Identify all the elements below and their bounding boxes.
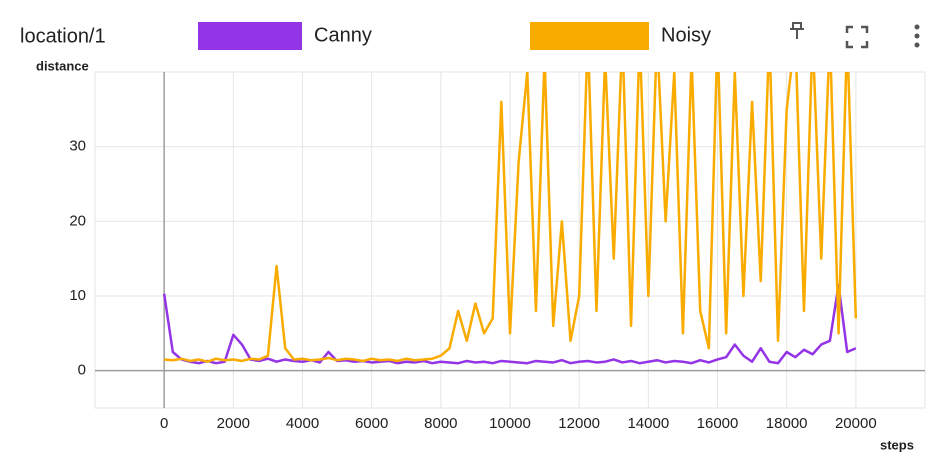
chart-title: location/1: [20, 25, 106, 47]
x-tick-label: 2000: [217, 415, 250, 432]
more-button[interactable]: [914, 24, 920, 48]
y-tick-label: 0: [78, 362, 86, 379]
y-tick-label: 10: [69, 287, 86, 304]
dot: [914, 24, 920, 30]
fullscreen-icon: [845, 25, 869, 49]
series-line: [164, 72, 858, 363]
series-line: [162, 283, 857, 365]
dot: [914, 33, 920, 39]
x-axis-label: steps: [880, 437, 914, 452]
plot-area: [162, 72, 858, 365]
pin-button[interactable]: [790, 22, 804, 39]
x-tick-label: 4000: [286, 415, 319, 432]
x-tick-label: 6000: [355, 415, 388, 432]
x-tick-label: 10000: [489, 415, 531, 432]
x-tick-label: 14000: [627, 415, 669, 432]
x-tick-label: 16000: [697, 415, 739, 432]
x-tick-label: 12000: [558, 415, 600, 432]
y-tick-label: 30: [69, 138, 86, 155]
legend-label: Canny: [314, 24, 372, 46]
legend-swatch: [530, 22, 649, 50]
dot: [914, 42, 920, 48]
pin-icon: [790, 22, 804, 39]
fullscreen-button[interactable]: [845, 25, 869, 49]
y-axis-label: distance: [36, 58, 89, 73]
x-tick-label: 20000: [835, 415, 877, 432]
x-tick-label: 8000: [424, 415, 457, 432]
x-tick-label: 0: [160, 415, 168, 432]
legend-swatch: [198, 22, 302, 50]
y-tick-label: 20: [69, 212, 86, 229]
x-tick-label: 18000: [766, 415, 808, 432]
legend-label: Noisy: [661, 24, 711, 46]
